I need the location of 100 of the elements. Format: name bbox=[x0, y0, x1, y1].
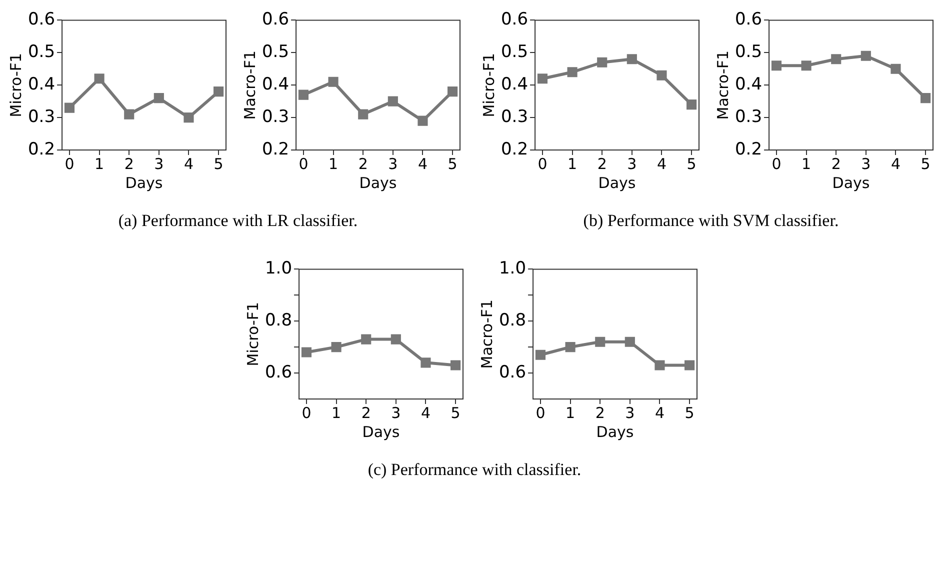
point bbox=[64, 102, 75, 113]
y-tick-label: 0.6 bbox=[734, 10, 762, 30]
point bbox=[920, 93, 931, 104]
y-tick-label: 0.6 bbox=[28, 10, 56, 30]
point bbox=[124, 109, 134, 120]
y-axis-title: Macro-F1 bbox=[477, 299, 496, 369]
x-tick-label: 2 bbox=[594, 404, 604, 422]
x-tick-label: 3 bbox=[154, 154, 164, 173]
y-axis-title: Macro-F1 bbox=[240, 50, 259, 120]
point bbox=[771, 60, 782, 71]
point bbox=[450, 360, 460, 370]
y-tick-label: 0.4 bbox=[262, 74, 290, 95]
point bbox=[418, 116, 428, 126]
y-tick-label: 0.3 bbox=[262, 106, 290, 127]
point bbox=[214, 86, 224, 97]
point bbox=[390, 334, 400, 344]
y-tick-label: 0.8 bbox=[264, 310, 292, 331]
point bbox=[684, 360, 694, 370]
point bbox=[154, 93, 164, 104]
x-axis-title: Days bbox=[596, 422, 634, 441]
x-tick-label: 3 bbox=[861, 154, 871, 173]
x-tick-label: 5 bbox=[450, 404, 460, 422]
x-tick-label: 1 bbox=[565, 404, 575, 422]
x-tick-label: 2 bbox=[831, 154, 841, 173]
y-axis-title: Macro-F1 bbox=[714, 50, 732, 120]
y-tick-label: 0.2 bbox=[734, 139, 762, 160]
point bbox=[448, 86, 458, 97]
text: (a) Performance with LR classifier. bbox=[118, 211, 358, 231]
point bbox=[420, 358, 430, 368]
y-tick-label: 0.3 bbox=[734, 106, 762, 127]
y-tick-label: 0.5 bbox=[28, 42, 56, 62]
x-tick-label: 1 bbox=[568, 154, 578, 173]
y-tick-label: 0.4 bbox=[28, 74, 56, 95]
y-tick-label: 0.6 bbox=[262, 10, 290, 30]
y-tick-label: 0.5 bbox=[500, 42, 528, 62]
point bbox=[298, 90, 309, 100]
x-tick-label: 3 bbox=[627, 154, 637, 173]
x-axis-title: Days bbox=[832, 174, 870, 192]
x-tick-label: 0 bbox=[538, 154, 548, 173]
y-tick-label: 0.4 bbox=[734, 74, 762, 95]
point bbox=[656, 70, 667, 80]
point bbox=[328, 76, 338, 87]
y-tick-label: 0.6 bbox=[498, 362, 526, 382]
point bbox=[686, 100, 697, 110]
point bbox=[624, 336, 634, 347]
x-tick-label: 5 bbox=[686, 154, 696, 173]
point bbox=[360, 334, 371, 344]
y-tick-label: 0.3 bbox=[28, 106, 56, 127]
y-tick-label: 0.2 bbox=[262, 139, 290, 160]
point bbox=[94, 74, 104, 84]
x-tick-label: 2 bbox=[360, 404, 370, 422]
point bbox=[626, 54, 637, 64]
x-tick-label: 2 bbox=[597, 154, 607, 173]
x-tick-label: 1 bbox=[802, 154, 812, 173]
x-axis-title: Days bbox=[359, 174, 397, 192]
point bbox=[184, 112, 194, 123]
y-tick-label: 0.5 bbox=[734, 42, 762, 62]
point bbox=[801, 60, 812, 71]
x-tick-label: 0 bbox=[772, 154, 782, 173]
x-axis-title: Days bbox=[598, 174, 636, 192]
x-tick-label: 4 bbox=[420, 404, 430, 422]
point bbox=[890, 64, 901, 74]
y-tick-label: 1.0 bbox=[264, 258, 292, 279]
point bbox=[567, 67, 578, 78]
x-tick-label: 4 bbox=[654, 404, 664, 422]
x-tick-label: 2 bbox=[358, 154, 368, 173]
y-tick-label: 0.6 bbox=[264, 362, 292, 382]
x-tick-label: 0 bbox=[535, 404, 545, 422]
point bbox=[300, 347, 312, 358]
y-tick-label: 1.0 bbox=[498, 258, 526, 279]
x-tick-label: 2 bbox=[124, 154, 134, 173]
y-tick-label: 0.3 bbox=[500, 106, 528, 127]
x-tick-label: 4 bbox=[656, 154, 667, 173]
y-tick-label: 0.2 bbox=[28, 139, 56, 160]
x-tick-label: 1 bbox=[94, 154, 104, 173]
x-tick-label: 1 bbox=[328, 154, 338, 173]
x-tick-label: 4 bbox=[890, 154, 901, 173]
x-tick-label: 3 bbox=[388, 154, 398, 173]
point bbox=[594, 336, 605, 347]
x-tick-label: 5 bbox=[920, 154, 930, 173]
y-tick-label: 0.5 bbox=[262, 42, 290, 62]
text: (c) Performance with classifier. bbox=[368, 460, 582, 480]
point bbox=[358, 109, 368, 120]
point bbox=[564, 342, 575, 352]
point bbox=[831, 54, 842, 64]
x-tick-label: 3 bbox=[390, 404, 400, 422]
point bbox=[388, 96, 398, 106]
x-tick-label: 5 bbox=[214, 154, 224, 173]
x-tick-label: 0 bbox=[298, 154, 308, 173]
x-tick-label: 5 bbox=[448, 154, 458, 173]
y-tick-label: 0.4 bbox=[500, 74, 528, 95]
x-tick-label: 5 bbox=[684, 404, 694, 422]
x-tick-label: 0 bbox=[64, 154, 74, 173]
point bbox=[534, 350, 546, 360]
x-tick-label: 1 bbox=[331, 404, 341, 422]
text: (b) Performance with SVM classifier. bbox=[583, 211, 839, 231]
point bbox=[597, 57, 608, 68]
y-axis-title: Micro-F1 bbox=[480, 52, 498, 118]
y-axis-title: Micro-F1 bbox=[243, 302, 262, 366]
x-axis-title: Days bbox=[362, 422, 400, 441]
